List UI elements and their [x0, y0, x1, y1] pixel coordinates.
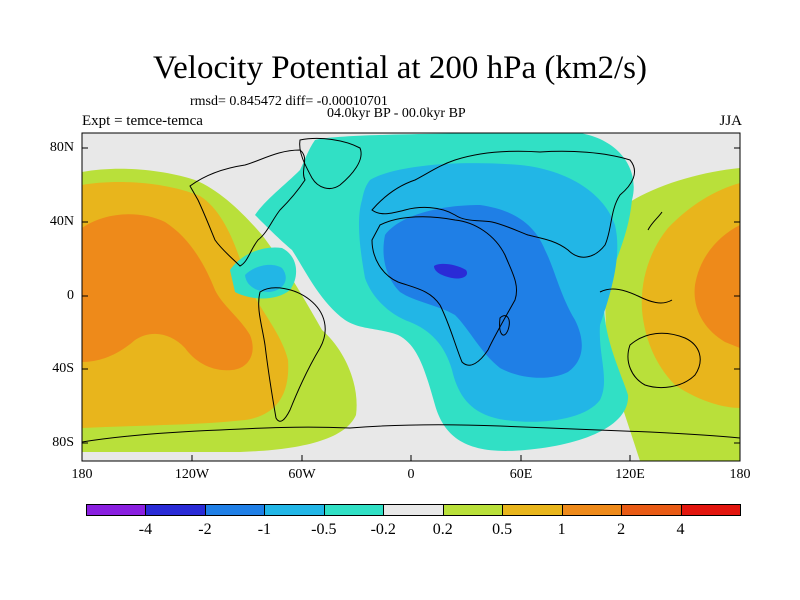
colorbar-label: -0.2: [370, 521, 396, 538]
colorbar-label: 0.5: [492, 521, 513, 538]
stats-line: rmsd= 0.845472 diff= -0.00010701: [190, 94, 388, 109]
map-title: Velocity Potential at 200 hPa (km2/s): [152, 50, 648, 86]
coast-japan: [647, 211, 663, 231]
colorbar-label: 0.2: [432, 521, 453, 538]
colorbar-swatch: [561, 504, 623, 516]
x-tick-label: 120W: [174, 467, 210, 482]
colorbar-label: -1: [257, 521, 272, 538]
colorbar-swatch: [680, 504, 741, 516]
contour-neg-core: [434, 263, 468, 279]
y-tick-label: 80S: [52, 435, 74, 450]
x-tick-label: 60W: [288, 467, 316, 482]
season-label: JJA: [719, 113, 742, 129]
coast-australia: [627, 332, 701, 388]
y-tick-label: 40S: [52, 361, 74, 376]
coast-madagascar: [499, 315, 510, 336]
colorbar-swatch: [442, 504, 504, 516]
contour-westpac-orange: [641, 183, 740, 408]
x-tick-label: 0: [407, 467, 415, 482]
experiment-label: Expt = temce-temca: [82, 113, 203, 129]
colorbar-swatch: [383, 504, 444, 516]
contour-westpac-dark-orange: [694, 225, 740, 348]
period-line: 04.0kyr BP - 00.0kyr BP: [327, 106, 466, 121]
colorbar-swatch: [323, 504, 385, 516]
x-tick-label: 60E: [509, 467, 533, 482]
colorbar-swatch: [145, 504, 206, 516]
x-tick-label: 180: [729, 467, 751, 482]
coast-north-america: [189, 149, 306, 267]
coastlines: [82, 137, 740, 443]
contour-neg-inner: [383, 205, 582, 378]
colorbar-label: -2: [198, 521, 212, 538]
y-tick-label: 80N: [49, 140, 74, 155]
coast-antarctica: [82, 424, 740, 443]
contour-fill-layer: [82, 133, 740, 461]
x-tick-label: 180: [71, 467, 93, 482]
contour-caribbean-neg-inner: [245, 264, 286, 292]
colorbar-label: 2: [617, 521, 626, 538]
coast-south-america: [258, 287, 326, 422]
coast-eurasia: [371, 150, 635, 258]
colorbar-swatch: [502, 504, 563, 516]
y-tick-label: 40N: [49, 214, 74, 229]
axis-ticks: [81, 147, 741, 461]
colorbar-label: 4: [676, 521, 685, 538]
contour-pacific-dark-orange: [82, 214, 253, 371]
colorbar-swatch: [86, 504, 147, 516]
colorbar-swatch: [264, 504, 325, 516]
coast-greenland: [299, 137, 362, 189]
coast-maritime-continent: [599, 288, 673, 304]
colorbar-label: -4: [138, 521, 153, 538]
coast-africa: [371, 216, 518, 366]
colorbar-label: 1: [557, 521, 566, 538]
colorbar-swatch: [621, 504, 682, 516]
colorbar-swatch: [204, 504, 266, 516]
x-tick-label: 120E: [615, 467, 645, 482]
y-tick-label: 0: [67, 288, 74, 303]
colorbar-label: -0.5: [311, 521, 337, 538]
